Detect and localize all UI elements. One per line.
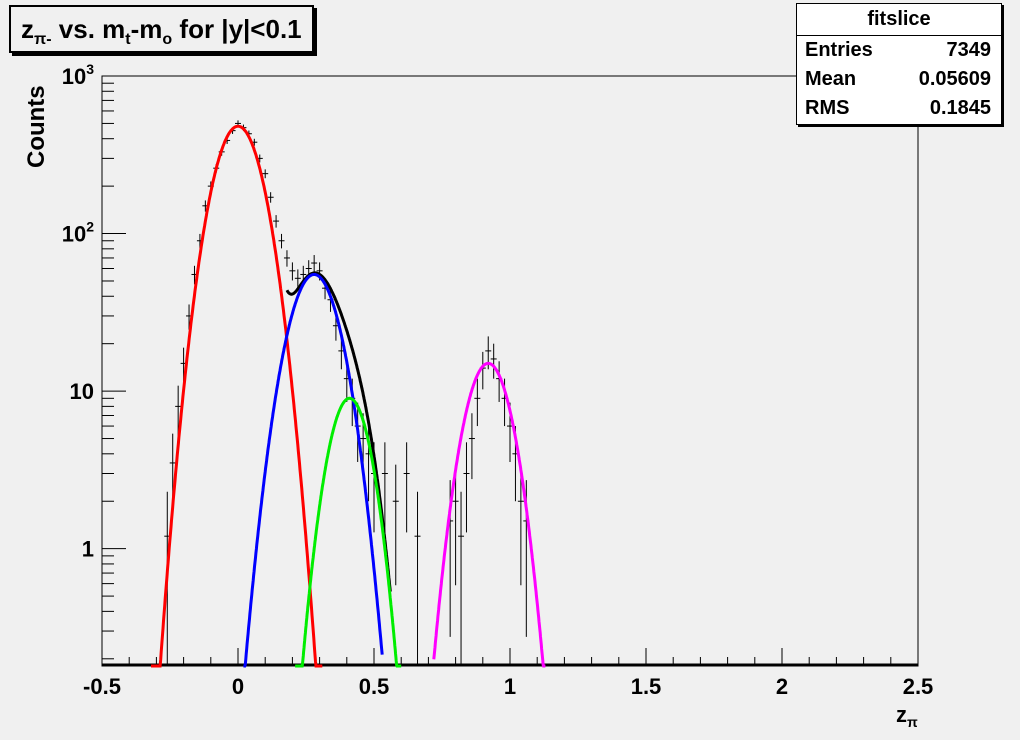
fit-curve-2: [295, 396, 402, 668]
y-tick-label: 1: [82, 537, 94, 562]
y-tick-label: 103: [62, 61, 94, 89]
x-tick-label: 2: [776, 674, 788, 699]
x-axis-label: zπ: [896, 702, 918, 730]
x-tick-label: 1.5: [631, 674, 662, 699]
y-axis-label: Counts: [23, 85, 50, 168]
stats-row-rms: RMS 0.1845: [805, 97, 991, 119]
plot-frame: [101, 75, 919, 667]
x-axis-label-sub: π: [907, 714, 918, 730]
stats-row-mean: Mean 0.05609: [805, 68, 991, 90]
x-tick-label: -0.5: [83, 674, 121, 699]
plot-title: zπ- vs. mt-mo for |y|<0.1: [9, 5, 314, 53]
x-tick-label: 0.5: [359, 674, 390, 699]
fit-curve-3: [432, 361, 546, 668]
fit-curve-0: [151, 124, 323, 668]
fit-curve-1: [243, 273, 384, 668]
y-tick-label: 102: [62, 219, 94, 247]
y-tick-label: 10: [70, 379, 94, 404]
stats-box: fitslice Entries 7349 Mean 0.05609 RMS 0.18…: [796, 3, 1002, 125]
stats-title: fitslice: [797, 4, 1001, 36]
x-tick-label: 0: [232, 674, 244, 699]
x-tick-label: 1: [504, 674, 516, 699]
stats-row-entries: Entries 7349: [805, 39, 991, 61]
x-tick-label: 2.5: [903, 674, 934, 699]
